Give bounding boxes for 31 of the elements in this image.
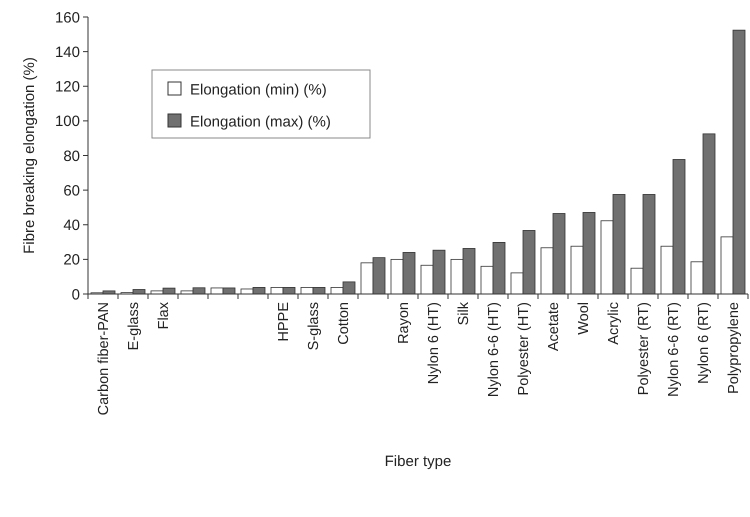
x-tick-label: Wool [576,302,592,335]
x-tick-label: Polyester (RT) [636,302,652,396]
x-tick-label: E-glass [126,302,142,350]
legend-label: Elongation (min) (%) [190,81,327,98]
y-tick-label: 20 [63,252,80,269]
x-tick-label: Acrylic [606,302,622,345]
x-tick-label: Flax [156,301,172,330]
x-tick-label: S-glass [306,302,322,350]
x-axis-title: Fiber type [384,453,452,470]
y-tick-label: 160 [54,9,80,26]
x-tick-label: Carbon fiber-PAN [96,302,112,416]
x-tick-label: Silk [456,301,472,326]
y-tick-label: 120 [54,78,80,96]
x-tick-label: HPPE [276,302,292,342]
y-tick-label: 80 [63,148,80,165]
x-tick-label: Rayon [396,302,412,344]
x-tick-label: Nylon 6-6 (HT) [486,302,502,398]
y-axis-title: Fibre breaking elongation (%) [21,57,38,254]
y-tick-label: 40 [63,217,80,234]
x-tick-label: Nylon 6 (HT) [426,302,442,384]
y-tick-label: 100 [54,113,80,130]
x-tick-label: Nylon 6 (RT) [696,302,712,384]
legend-label: Elongation (max) (%) [190,113,331,130]
y-tick-label: 0 [72,286,80,304]
x-tick-label: Polypropylene [726,302,742,394]
x-tick-label: Nylon 6-6 (RT) [666,302,682,397]
x-tick-label: Polyester (HT) [516,302,532,396]
y-tick-label: 60 [63,182,80,200]
y-tick-label: 140 [54,44,80,61]
x-tick-label: Cotton [336,302,352,345]
x-tick-label: Acetate [546,302,562,352]
